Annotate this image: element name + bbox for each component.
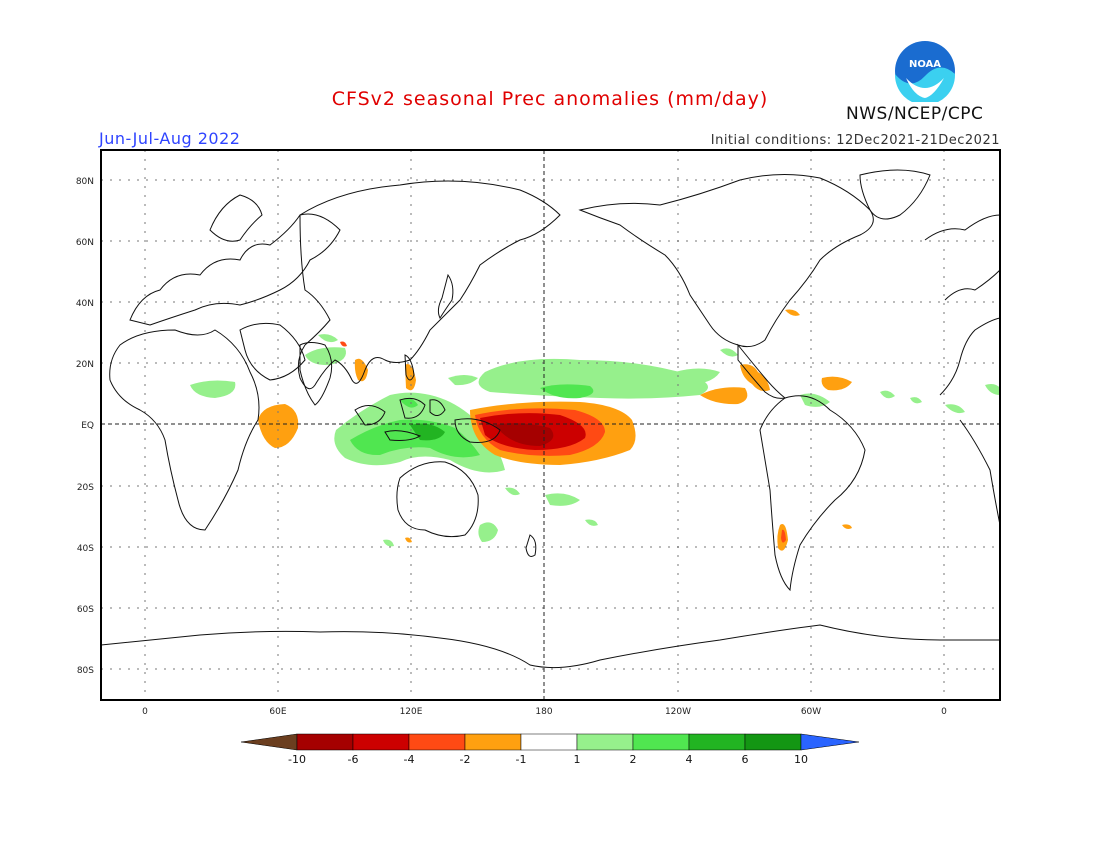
lat-label: EQ (81, 421, 94, 431)
lat-label: 60S (77, 605, 94, 615)
map-area (101, 150, 1000, 700)
map-frame (100, 149, 1001, 701)
latitude-labels: 80N 60N 40N 20N EQ 20S 40S 60S 80S (76, 177, 94, 676)
colorbar-cell-over (800, 733, 860, 751)
colorbar-cell (520, 733, 578, 751)
longitude-labels: 0 60E 120E 180 120W 60W 0 (142, 707, 947, 717)
lon-label: 180 (535, 707, 552, 717)
colorbar-cell (296, 733, 354, 751)
colorbar-labels: -10 -6 -4 -2 -1 1 2 4 6 10 (288, 753, 808, 766)
lat-label: 20N (76, 360, 94, 370)
colorbar-label: 4 (686, 753, 693, 766)
lat-label: 60N (76, 238, 94, 248)
lat-label: 80S (77, 666, 94, 676)
colorbar-cell (576, 733, 634, 751)
colorbar-cell (744, 733, 802, 751)
colorbar-label: 1 (574, 753, 581, 766)
lon-label: 60E (269, 707, 286, 717)
colorbar-cell (352, 733, 410, 751)
colorbar-label: 10 (794, 753, 808, 766)
logo-text: NOAA (909, 59, 941, 70)
colorbar-cell (688, 733, 746, 751)
lat-label: 40N (76, 299, 94, 309)
colorbar-label: -6 (348, 753, 359, 766)
colorbar-label: -2 (460, 753, 471, 766)
colorbar-label: 6 (742, 753, 749, 766)
colorbar-label: -10 (288, 753, 306, 766)
lon-label: 0 (941, 707, 947, 717)
colorbar-label: -4 (404, 753, 415, 766)
season-label: Jun-Jul-Aug 2022 (99, 129, 241, 148)
lon-label: 60W (801, 707, 821, 717)
colorbar-cell (632, 733, 690, 751)
colorbar: -10 -6 -4 -2 -1 1 2 4 6 10 (240, 733, 860, 766)
lon-label: 0 (142, 707, 148, 717)
lat-label: 20S (77, 483, 94, 493)
map-title: CFSv2 seasonal Prec anomalies (mm/day) (331, 88, 769, 110)
colorbar-cell (464, 733, 522, 751)
colorbar-label: -1 (516, 753, 527, 766)
colorbar-label: 2 (630, 753, 637, 766)
precip-anomaly-fields (190, 309, 1000, 551)
lat-label: 80N (76, 177, 94, 187)
noaa-logo-icon: NOAA (895, 41, 955, 102)
lon-label: 120W (665, 707, 691, 717)
agency-label: NWS/NCEP/CPC (846, 104, 984, 124)
colorbar-cells (240, 733, 860, 751)
initial-conditions-label: Initial conditions: 12Dec2021-21Dec2021 (710, 133, 1000, 148)
graticule (101, 150, 1000, 700)
lat-label: 40S (77, 544, 94, 554)
lon-label: 120E (400, 707, 423, 717)
coastlines (101, 169, 1000, 669)
colorbar-cell-under (240, 733, 298, 751)
colorbar-cell (408, 733, 466, 751)
